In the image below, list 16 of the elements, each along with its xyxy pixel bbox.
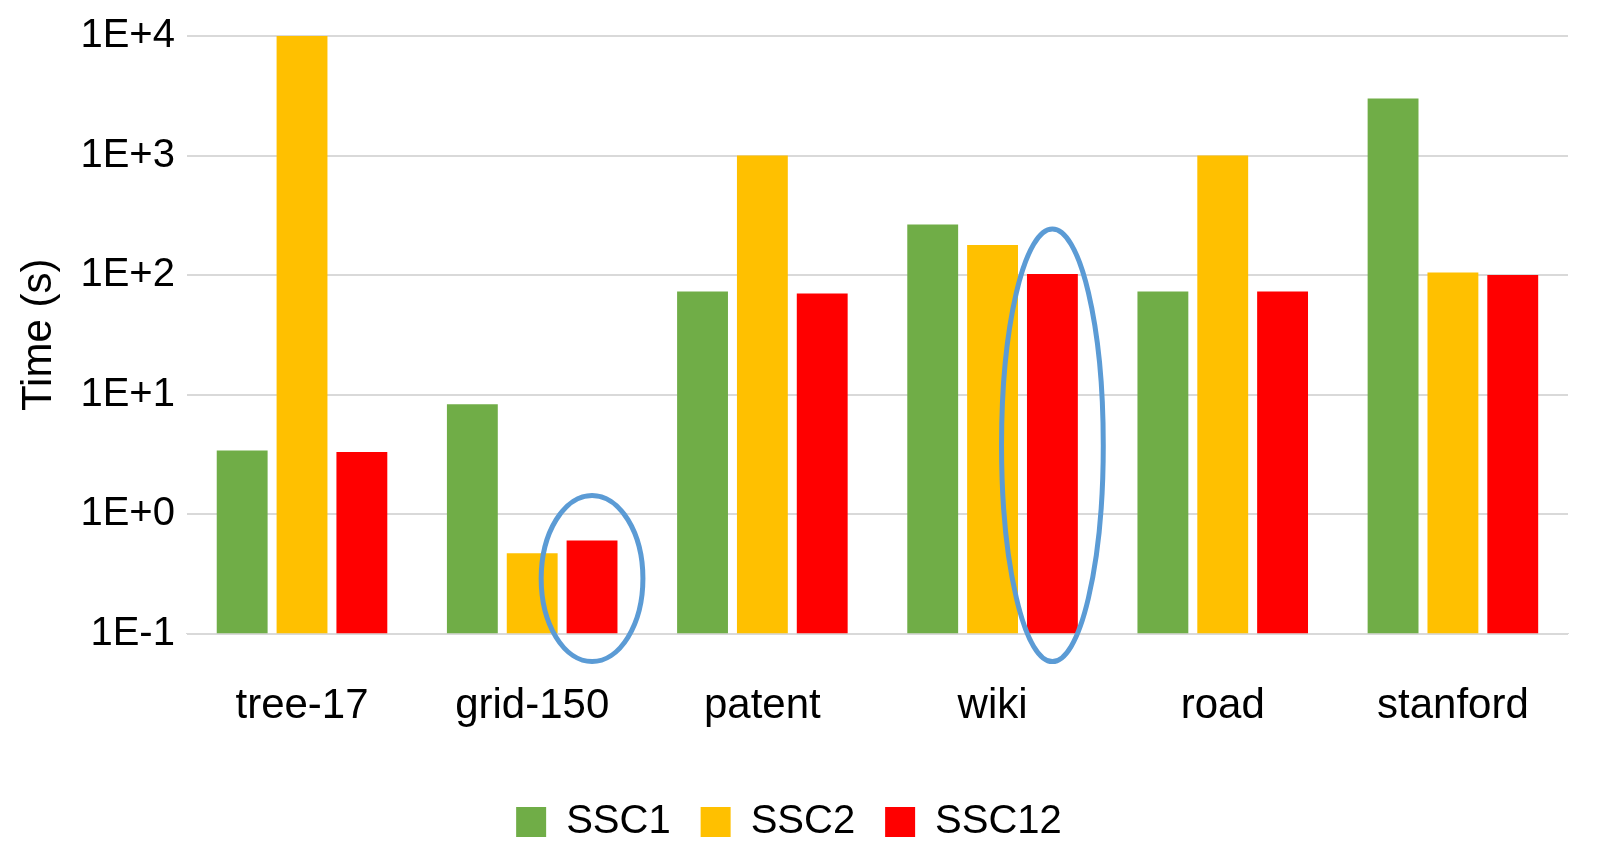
legend-label: SSC12 <box>935 797 1062 842</box>
legend-label: SSC2 <box>750 797 856 842</box>
x-tick-label: patent <box>703 680 822 728</box>
x-tick-label: stanford <box>1377 680 1529 728</box>
y-tick-label: 1E-1 <box>90 608 175 653</box>
y-tick-label: 1E+2 <box>80 250 175 295</box>
x-tick-label: grid-150 <box>455 680 610 728</box>
x-tick-label: tree-17 <box>235 680 369 728</box>
y-tick-label: 1E+4 <box>80 11 175 56</box>
x-tick-label: wiki <box>956 680 1028 728</box>
y-tick-label: 1E+1 <box>80 369 175 414</box>
legend-label: SSC1 <box>566 797 671 842</box>
y-tick-label: 1E+0 <box>80 489 175 534</box>
y-tick-label: 1E+3 <box>80 130 175 175</box>
x-tick-label: road <box>1180 680 1265 728</box>
y-axis-title: Time (s) <box>12 258 60 412</box>
